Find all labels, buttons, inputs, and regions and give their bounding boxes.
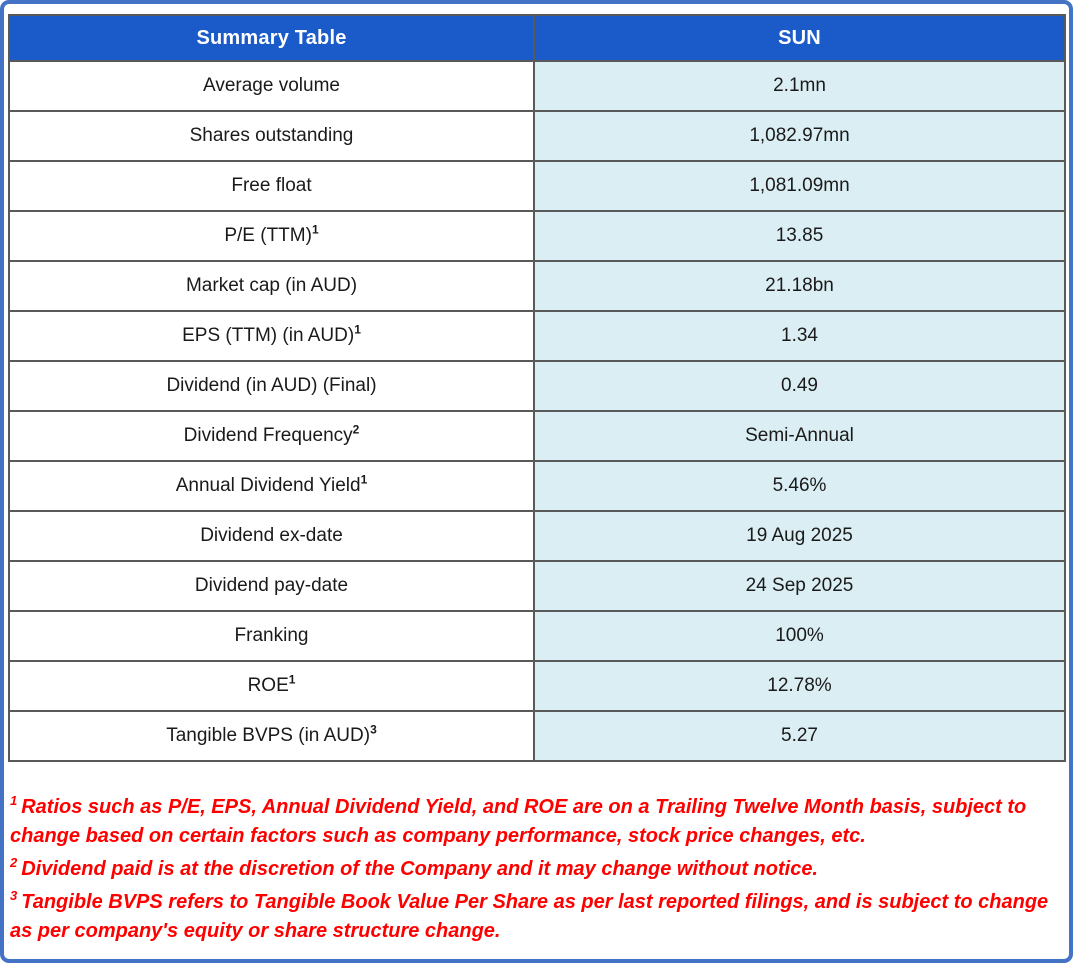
- metric-value: Semi-Annual: [745, 425, 854, 446]
- metric-value: 1.34: [781, 325, 818, 346]
- metric-value-cell: 19 Aug 2025: [533, 510, 1066, 562]
- footnote-marker: 1: [354, 322, 361, 337]
- metric-value: 5.46%: [772, 475, 827, 496]
- table-row: P/E (TTM)1 13.85: [8, 210, 1066, 262]
- metric-label-cell: Annual Dividend Yield1: [8, 460, 535, 512]
- table-row: ROE1 12.78%: [8, 660, 1066, 712]
- table-row: Free float 1,081.09mn: [8, 160, 1066, 212]
- metric-label: Annual Dividend Yield: [175, 475, 361, 496]
- metric-label: Dividend ex-date: [200, 525, 343, 546]
- metric-value-cell: 24 Sep 2025: [533, 560, 1066, 612]
- footnote-marker: 1: [311, 222, 319, 237]
- metric-label-cell: EPS (TTM) (in AUD)1: [8, 310, 535, 362]
- metric-label-cell: Dividend (in AUD) (Final): [8, 360, 535, 412]
- metric-value: 21.18bn: [765, 275, 834, 296]
- metric-label-cell: Shares outstanding: [8, 110, 535, 162]
- footnote: 1 Ratios such as P/E, EPS, Annual Dividen…: [10, 793, 1057, 851]
- metric-value-cell: 2.1mn: [533, 60, 1066, 112]
- footnote-text: Dividend paid is at the discretion of th…: [21, 858, 818, 880]
- table-row: Market cap (in AUD) 21.18bn: [8, 260, 1066, 312]
- metric-label: Dividend (in AUD) (Final): [166, 375, 377, 396]
- footnote-number: 1: [10, 793, 18, 809]
- footnote-text: Ratios such as P/E, EPS, Annual Dividend…: [10, 796, 1027, 847]
- footnote-marker: 3: [370, 722, 377, 737]
- metric-label: Dividend pay-date: [194, 575, 349, 596]
- metric-label: EPS (TTM) (in AUD): [182, 325, 355, 346]
- metric-label: Shares outstanding: [189, 125, 354, 146]
- metric-value: 1,081.09mn: [749, 175, 850, 196]
- metric-value-cell: 1.34: [533, 310, 1066, 362]
- metric-value-cell: 13.85: [533, 210, 1066, 262]
- metric-value: 2.1mn: [773, 75, 826, 96]
- table-row: Dividend Frequency2 Semi-Annual: [8, 410, 1066, 462]
- summary-table: Summary Table SUN Average volume 2.1mn S…: [8, 14, 1066, 762]
- metric-label-cell: Average volume: [8, 60, 535, 112]
- metric-value-cell: Semi-Annual: [533, 410, 1066, 462]
- metric-label: Market cap (in AUD): [185, 275, 358, 296]
- footnote-marker: 2: [352, 422, 360, 437]
- table-header-ticker: SUN: [533, 14, 1066, 62]
- metric-value-cell: 5.27: [533, 710, 1066, 762]
- table-row: Dividend ex-date 19 Aug 2025: [8, 510, 1066, 562]
- metric-label-cell: Dividend pay-date: [8, 560, 535, 612]
- metric-label: P/E (TTM): [224, 225, 312, 246]
- metric-label-cell: Free float: [8, 160, 535, 212]
- metric-label-cell: Dividend ex-date: [8, 510, 535, 562]
- metric-label-cell: P/E (TTM)1: [8, 210, 535, 262]
- footnote-number: 2: [10, 855, 18, 871]
- metric-label-cell: Tangible BVPS (in AUD)3: [8, 710, 535, 762]
- metric-label: Free float: [231, 175, 312, 196]
- table-row: Tangible BVPS (in AUD)3 5.27: [8, 710, 1066, 762]
- metric-value-cell: 0.49: [533, 360, 1066, 412]
- metric-label-cell: ROE1: [8, 660, 535, 712]
- table-row: EPS (TTM) (in AUD)1 1.34: [8, 310, 1066, 362]
- table-header-label: Summary Table: [8, 14, 535, 62]
- metric-value-cell: 12.78%: [533, 660, 1066, 712]
- metric-value: 19 Aug 2025: [746, 525, 853, 546]
- metric-label: Dividend Frequency: [183, 425, 353, 446]
- table-body: Average volume 2.1mn Shares outstanding …: [8, 60, 1066, 762]
- metric-label: Franking: [234, 625, 309, 646]
- footnote: 2 Dividend paid is at the discretion of t…: [10, 855, 1057, 884]
- metric-label: Average volume: [203, 75, 340, 96]
- metric-value-cell: 100%: [533, 610, 1066, 662]
- footnote: 3 Tangible BVPS refers to Tangible Book V…: [10, 888, 1057, 946]
- metric-value: 13.85: [775, 225, 824, 246]
- metric-value: 12.78%: [767, 675, 832, 696]
- table-row: Dividend (in AUD) (Final) 0.49: [8, 360, 1066, 412]
- metric-value: 0.49: [781, 375, 818, 396]
- metric-value: 100%: [775, 625, 824, 646]
- table-row: Franking 100%: [8, 610, 1066, 662]
- metric-value: 24 Sep 2025: [745, 575, 854, 596]
- metric-label-cell: Franking: [8, 610, 535, 662]
- metric-value: 5.27: [781, 725, 818, 746]
- metric-value-cell: 1,081.09mn: [533, 160, 1066, 212]
- metric-label-cell: Market cap (in AUD): [8, 260, 535, 312]
- table-header-row: Summary Table SUN: [8, 14, 1066, 62]
- metric-label: ROE: [247, 675, 289, 696]
- table-row: Annual Dividend Yield1 5.46%: [8, 460, 1066, 512]
- table-row: Shares outstanding 1,082.97mn: [8, 110, 1066, 162]
- metric-value-cell: 5.46%: [533, 460, 1066, 512]
- footnote-number: 3: [10, 888, 18, 904]
- metric-value: 1,082.97mn: [749, 125, 850, 146]
- footnote-marker: 1: [360, 472, 368, 487]
- metric-label: Tangible BVPS (in AUD): [166, 725, 371, 746]
- table-row: Dividend pay-date 24 Sep 2025: [8, 560, 1066, 612]
- metric-value-cell: 1,082.97mn: [533, 110, 1066, 162]
- table-row: Average volume 2.1mn: [8, 60, 1066, 112]
- metric-label-cell: Dividend Frequency2: [8, 410, 535, 462]
- footnote-text: Tangible BVPS refers to Tangible Book Va…: [10, 891, 1049, 942]
- footnotes: 1 Ratios such as P/E, EPS, Annual Dividen…: [10, 793, 1057, 950]
- metric-value-cell: 21.18bn: [533, 260, 1066, 312]
- footnote-marker: 1: [288, 672, 296, 687]
